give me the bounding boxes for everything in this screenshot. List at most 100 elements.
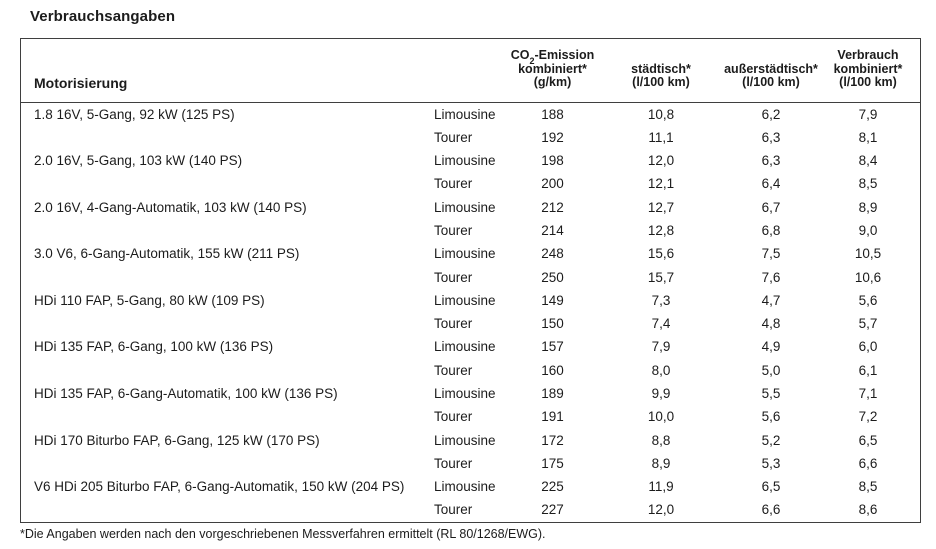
engine-name: V6 HDi 205 Biturbo FAP, 6-Gang-Automatik… <box>34 479 405 495</box>
urban-value: 8,9 <box>651 455 671 471</box>
co2-value: 198 <box>541 153 564 169</box>
co2-header-line3: (g/km) <box>533 75 572 89</box>
urban-value: 7,4 <box>651 316 671 332</box>
engine-name: HDi 135 FAP, 6-Gang, 100 kW (136 PS) <box>34 339 274 355</box>
extra-urban-value: 6,7 <box>761 199 781 215</box>
combined-value: 6,0 <box>858 339 878 355</box>
urban-value: 12,8 <box>647 223 675 239</box>
extra-urban-value: 5,2 <box>761 432 781 448</box>
urban-value: 8,8 <box>651 432 671 448</box>
combined-value: 5,6 <box>858 292 878 308</box>
extra-urban-value: 4,9 <box>761 339 781 355</box>
combined-value: 7,1 <box>858 385 878 401</box>
table-body: 1.8 16V, 5-Gang, 92 kW (125 PS) Limousine… <box>21 103 920 522</box>
extra-urban-value: 6,2 <box>761 106 781 122</box>
combined-value: 8,5 <box>858 479 878 495</box>
extra-urban-value: 5,6 <box>761 409 781 425</box>
table-row: Tourer 214 12,8 6,8 9,0 <box>21 219 920 242</box>
urban-value: 11,1 <box>648 129 674 145</box>
urban-value: 12,7 <box>647 199 675 215</box>
engine-name: HDi 135 FAP, 6-Gang-Automatik, 100 kW (1… <box>34 385 338 401</box>
combined-value: 6,5 <box>858 432 878 448</box>
combined-value: 8,6 <box>858 502 878 518</box>
extra-urban-value: 5,0 <box>761 362 781 378</box>
co2-value: 191 <box>541 409 564 425</box>
urban-header-line1: städtisch* <box>631 61 691 76</box>
co2-value: 157 <box>541 339 564 355</box>
co2-value: 175 <box>541 455 564 471</box>
extra-urban-value: 4,8 <box>761 316 781 332</box>
combined-value: 5,7 <box>858 316 878 332</box>
co2-value: 248 <box>541 246 564 262</box>
table-row: Tourer 227 12,0 6,6 8,6 <box>21 498 920 521</box>
body-style: Tourer <box>434 455 473 471</box>
urban-value: 10,0 <box>647 409 675 425</box>
combined-header-line3: (l/100 km) <box>839 75 897 89</box>
urban-value: 15,7 <box>647 269 675 285</box>
column-header-motorisierung: Motorisierung <box>21 39 434 102</box>
combined-value: 8,1 <box>858 129 878 145</box>
co2-value: 250 <box>541 269 564 285</box>
co2-value: 188 <box>541 106 564 122</box>
co2-value: 189 <box>541 385 564 401</box>
table-row: Tourer 160 8,0 5,0 6,1 <box>21 359 920 382</box>
table-row: 3.0 V6, 6-Gang-Automatik, 155 kW (211 PS… <box>21 242 920 265</box>
combined-value: 7,9 <box>858 106 878 122</box>
engine-name: 2.0 16V, 4-Gang-Automatik, 103 kW (140 P… <box>34 199 307 215</box>
engine-name: 1.8 16V, 5-Gang, 92 kW (125 PS) <box>34 106 235 122</box>
body-style: Tourer <box>434 223 473 239</box>
table-row: HDi 110 FAP, 5-Gang, 80 kW (109 PS) Limou… <box>21 289 920 312</box>
table-row: Tourer 250 15,7 7,6 10,6 <box>21 265 920 288</box>
body-style: Limousine <box>434 339 496 355</box>
motorisierung-label: Motorisierung <box>34 75 128 91</box>
body-style: Limousine <box>434 479 496 495</box>
table-row: HDi 135 FAP, 6-Gang-Automatik, 100 kW (1… <box>21 382 920 405</box>
table-row: Tourer 200 12,1 6,4 8,5 <box>21 172 920 195</box>
urban-value: 12,1 <box>647 176 675 192</box>
extra-urban-value: 6,3 <box>761 129 781 145</box>
urban-value: 15,6 <box>647 246 675 262</box>
co2-header-line1: CO2-Emission <box>510 48 595 66</box>
extra-urban-value: 7,5 <box>761 246 781 262</box>
table-row: 2.0 16V, 5-Gang, 103 kW (140 PS) Limousin… <box>21 149 920 172</box>
co2-value: 227 <box>541 502 564 518</box>
body-style: Tourer <box>434 176 473 192</box>
column-header-combined: Verbrauch kombiniert* (l/100 km) <box>816 39 920 102</box>
table-row: HDi 170 Biturbo FAP, 6-Gang, 125 kW (170… <box>21 428 920 451</box>
engine-name: 2.0 16V, 5-Gang, 103 kW (140 PS) <box>34 153 243 169</box>
body-style: Limousine <box>434 246 496 262</box>
body-style: Limousine <box>434 385 496 401</box>
body-style: Tourer <box>434 129 473 145</box>
body-style: Limousine <box>434 199 496 215</box>
table-row: V6 HDi 205 Biturbo FAP, 6-Gang-Automatik… <box>21 475 920 498</box>
body-style: Tourer <box>434 269 473 285</box>
co2-value: 212 <box>541 199 564 215</box>
co2-header-line2: kombiniert* <box>518 61 587 76</box>
extra-urban-header-line1: außerstädtisch* <box>724 61 818 76</box>
body-style: Limousine <box>434 153 496 169</box>
page-title: Verbrauchsangaben <box>30 8 176 25</box>
co2-value: 200 <box>541 176 564 192</box>
body-style: Tourer <box>434 316 473 332</box>
co2-value: 172 <box>541 432 564 448</box>
extra-urban-value: 6,3 <box>761 153 781 169</box>
body-style: Tourer <box>434 409 473 425</box>
co2-value: 149 <box>541 292 564 308</box>
extra-urban-value: 5,3 <box>761 455 781 471</box>
urban-value: 9,9 <box>651 385 671 401</box>
co2-value: 192 <box>541 129 564 145</box>
combined-value: 10,6 <box>854 269 882 285</box>
body-style: Tourer <box>434 502 473 518</box>
co2-value: 160 <box>541 362 564 378</box>
consumption-table: Motorisierung CO2-Emission kombiniert* (… <box>20 38 921 523</box>
combined-header-line1: Verbrauch <box>837 48 899 62</box>
footnote: *Die Angaben werden nach den vorgeschrie… <box>20 527 546 541</box>
combined-value: 8,5 <box>858 176 878 192</box>
co2-value: 150 <box>541 316 564 332</box>
combined-header-line2: kombiniert* <box>833 61 903 76</box>
column-header-extra-urban: außerstädtisch* (l/100 km) <box>724 39 818 102</box>
column-header-bodystyle-empty <box>434 39 509 102</box>
co2-value: 225 <box>541 479 564 495</box>
co2-value: 214 <box>541 223 564 239</box>
